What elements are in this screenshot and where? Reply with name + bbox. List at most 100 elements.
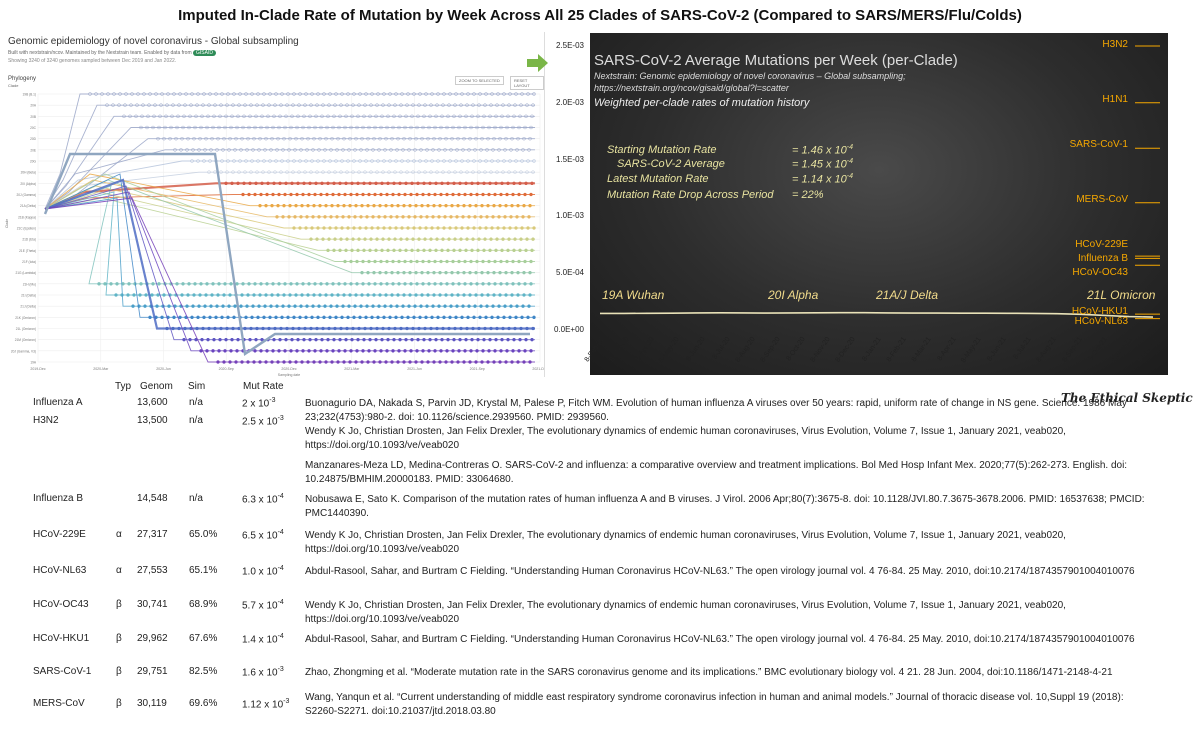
row-sim: 68.9% xyxy=(189,599,218,610)
phylo-clade-label: 21K (Omicron) xyxy=(15,316,36,320)
phylo-clade-label: 21H (Mu) xyxy=(23,282,36,286)
phylo-tip-dots xyxy=(173,148,531,152)
row-name: HCoV-OC43 xyxy=(33,599,89,610)
phylo-clade-label: 20J (Gamma, V3) xyxy=(11,349,36,353)
phylo-tip-dots xyxy=(275,215,531,219)
col-header-typ: Typ xyxy=(115,381,132,392)
y-tick-label: 1.0E-03 xyxy=(555,211,584,221)
row-reference[interactable]: Wang, Yanqun et al. “Current understandi… xyxy=(305,692,1124,717)
phylo-tip-dots xyxy=(216,360,532,364)
y-tick-label: 2.5E-03 xyxy=(555,41,584,50)
phylo-branch xyxy=(44,179,535,218)
phylo-clade-label: 21G (Lambda) xyxy=(15,271,36,275)
row-mut-rate: 1.0 x 10-4 xyxy=(242,565,284,578)
phylo-tip-dots xyxy=(292,226,536,230)
chart-source-line-2: https://nextstrain.org/ncov/gisaid/globa… xyxy=(594,83,789,93)
row-sim: 69.6% xyxy=(189,698,218,709)
row-name: MERS-CoV xyxy=(33,698,85,709)
phylo-tip-dots xyxy=(165,326,535,331)
col-header-genom: Genom xyxy=(140,381,173,392)
phylo-tip-dots xyxy=(343,259,533,264)
phylogeny-heading: Genomic epidemiology of novel coronaviru… xyxy=(8,36,299,47)
stat-label: Starting Mutation Rate xyxy=(607,144,717,156)
reference-label-mers-cov: MERS-CoV xyxy=(1076,194,1128,205)
row-mut-rate: 6.3 x 10-4 xyxy=(242,493,284,506)
stat-value: = 1.14 x 10-4 xyxy=(792,173,853,186)
phylo-tip-dots xyxy=(224,181,534,186)
phylogeny-panel: Genomic epidemiology of novel coronaviru… xyxy=(0,32,545,377)
row-reference[interactable]: Wendy K Jo, Christian Drosten, Jan Felix… xyxy=(305,530,1066,555)
phylo-y-label: Clade xyxy=(5,219,9,228)
phylo-x-tick: 2021-Dec xyxy=(532,367,545,371)
phylo-clade-label: 21B (Kappa) xyxy=(18,215,36,219)
phylo-tip-dots xyxy=(326,248,534,253)
row-genom: 27,317 xyxy=(137,529,168,540)
phylo-tip-dots xyxy=(241,192,533,197)
mutation-rate-chart xyxy=(600,45,1160,320)
reset-layout-button[interactable]: RESET LAYOUT xyxy=(510,76,544,90)
era-label: 19A Wuhan xyxy=(602,288,665,302)
era-label: 20I Alpha xyxy=(768,288,819,302)
clade-selector[interactable]: Clade xyxy=(8,83,19,88)
page-title: Imputed In-Clade Rate of Mutation by Wee… xyxy=(178,7,1022,24)
phylo-clade-label: 21A (Delta) xyxy=(20,204,36,208)
row-typ: β xyxy=(116,698,122,709)
phylo-clade-label: 20G xyxy=(30,160,37,164)
row-name: HCoV-HKU1 xyxy=(33,633,90,644)
reference-label-h3n2: H3N2 xyxy=(1102,39,1128,50)
y-tick-label: 5.0E-04 xyxy=(555,268,584,278)
row-genom: 29,962 xyxy=(137,633,168,644)
row-reference[interactable]: Zhao, Zhongming et al. “Moderate mutatio… xyxy=(305,667,1113,678)
row-typ: α xyxy=(116,565,122,576)
stat-value: = 22% xyxy=(792,189,824,201)
row-genom: 14,548 xyxy=(137,493,168,504)
row-mut-rate: 2.5 x 10-3 xyxy=(242,415,284,428)
row-reference[interactable]: Manzanares-Meza LD, Medina-Contreras O. … xyxy=(305,460,1128,485)
row-genom: 13,500 xyxy=(137,415,168,426)
row-name: HCoV-229E xyxy=(33,529,86,540)
row-genom: 27,553 xyxy=(137,565,168,576)
row-name: SARS-CoV-1 xyxy=(33,666,92,677)
row-typ: β xyxy=(116,666,122,677)
gisaid-logo[interactable]: GISAID xyxy=(193,50,216,56)
phylo-x-tick: 2021-Sep xyxy=(470,367,485,371)
row-reference[interactable]: Abdul-Rasool, Sahar, and Burtram C Field… xyxy=(305,634,1135,645)
chart-source-line-1: Nextstrain: Genomic epidemiology of nove… xyxy=(594,71,906,81)
phylo-clade-label: 21I (Delta) xyxy=(21,294,36,298)
stat-value: = 1.46 x 10-4 xyxy=(792,144,853,157)
reference-label-influenza b: Influenza B xyxy=(1077,253,1128,264)
row-mut-rate: 1.4 x 10-4 xyxy=(242,633,284,646)
phylo-tip-dots xyxy=(207,170,535,174)
phylo-x-tick: 2021-Mar xyxy=(344,367,360,371)
row-reference[interactable]: Wendy K Jo, Christian Drosten, Jan Felix… xyxy=(305,600,1066,625)
phylo-clade-label: 20H (Beta) xyxy=(21,171,36,175)
phylo-clade-label: 19A xyxy=(30,361,37,365)
zoom-to-selected-button[interactable]: ZOOM TO SELECTED xyxy=(455,76,504,85)
phylo-x-tick: 2019-Dec xyxy=(30,367,45,371)
phylo-tip-dots xyxy=(105,103,535,107)
row-name: Influenza B xyxy=(33,493,84,504)
phylo-branch xyxy=(44,185,535,285)
phylo-clade-label: 21J (Delta) xyxy=(20,305,36,309)
chart-title: SARS-CoV-2 Average Mutations per Week (p… xyxy=(594,52,958,69)
phylo-tip-dots xyxy=(199,349,533,353)
reference-label-sars-cov-1: SARS-CoV-1 xyxy=(1069,139,1128,150)
phylo-clade-label: 20J (Gamma) xyxy=(17,193,36,197)
row-sim: 65.1% xyxy=(189,565,218,576)
row-reference[interactable]: Buonagurio DA, Nakada S, Parvin JD, Krys… xyxy=(305,398,1127,423)
phylo-clade-label: 20C xyxy=(30,126,37,130)
phylo-clade-label: 20E xyxy=(30,148,36,152)
phylo-tip-dots xyxy=(258,203,532,208)
row-sim: 82.5% xyxy=(189,666,218,677)
phylo-tip-dots xyxy=(122,114,534,119)
row-reference[interactable]: Wendy K Jo, Christian Drosten, Jan Felix… xyxy=(305,426,1066,451)
phylo-branch xyxy=(44,197,535,363)
stat-label: Latest Mutation Rate xyxy=(607,173,709,185)
phylo-x-tick: 2020-Sep xyxy=(219,367,234,371)
row-reference[interactable]: Abdul-Rasool, Sahar, and Burtram C Field… xyxy=(305,566,1135,577)
col-header-mut-rate: Mut Rate xyxy=(243,381,284,392)
row-sim: 67.6% xyxy=(189,633,218,644)
row-reference[interactable]: Nobusawa E, Sato K. Comparison of the mu… xyxy=(305,494,1145,519)
phylo-trunk xyxy=(43,152,530,357)
phylo-branch xyxy=(44,149,535,210)
